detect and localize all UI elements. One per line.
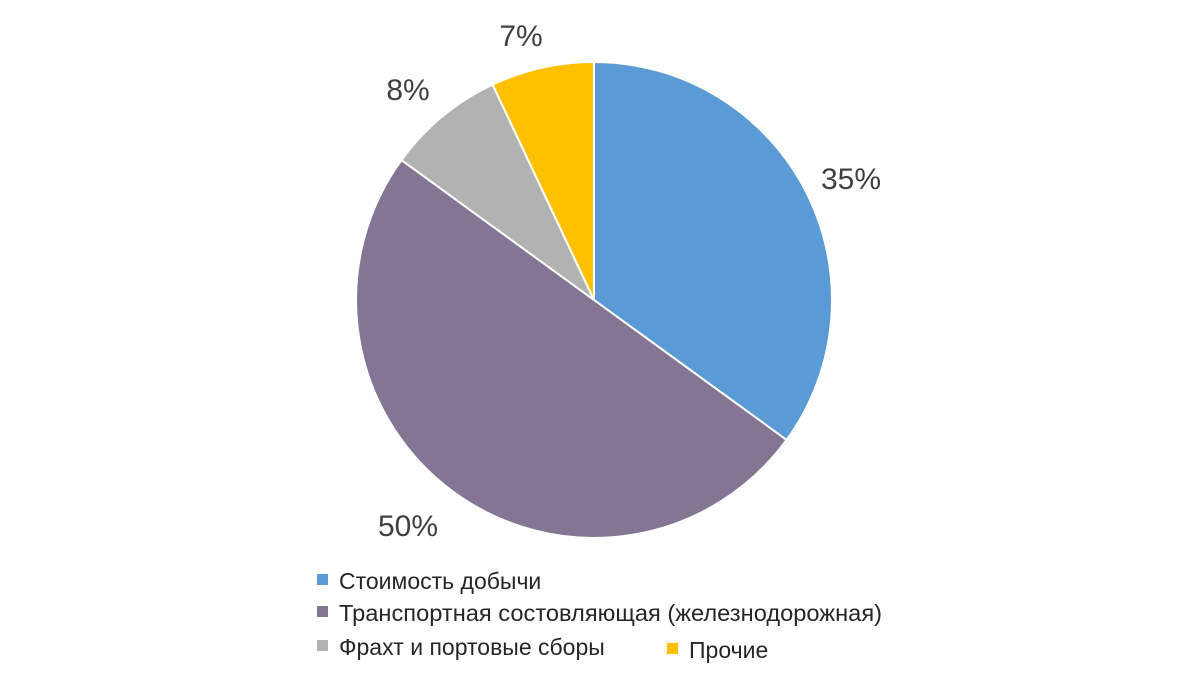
legend-label-transport: Транспортная состовляющая (железнодорожн…: [339, 600, 882, 626]
legend-swatch-prochie: [667, 643, 678, 654]
slice-transport: [355, 159, 788, 539]
legend-swatch-stoimost-dobychi: [317, 574, 328, 585]
pct-label-prochie: 7%: [499, 20, 542, 53]
legend-swatch-frakht: [317, 640, 328, 651]
pct-label-stoimost-dobychi: 35%: [821, 163, 881, 196]
legend: Стоимость добычи Транспортная состовляющ…: [317, 568, 882, 663]
legend-item-frakht: Фрахт и портовые сборы: [317, 634, 605, 660]
slice-stoimost-dobychi: [593, 61, 833, 441]
legend-label-frakht: Фрахт и портовые сборы: [339, 634, 605, 660]
slice-prochie: [491, 61, 595, 301]
legend-item-stoimost-dobychi: Стоимость добычи: [317, 568, 541, 594]
legend-item-prochie: Прочие: [667, 637, 768, 663]
legend-label-prochie: Прочие: [689, 637, 768, 663]
legend-swatch-transport: [317, 606, 328, 617]
pie-slices: [355, 61, 833, 539]
legend-item-transport: Транспортная состовляющая (железнодорожн…: [317, 600, 882, 626]
pct-label-frakht: 8%: [386, 74, 429, 107]
legend-label-stoimost-dobychi: Стоимость добычи: [339, 568, 541, 594]
slice-frakht: [400, 83, 595, 301]
pct-label-transport: 50%: [378, 510, 438, 543]
